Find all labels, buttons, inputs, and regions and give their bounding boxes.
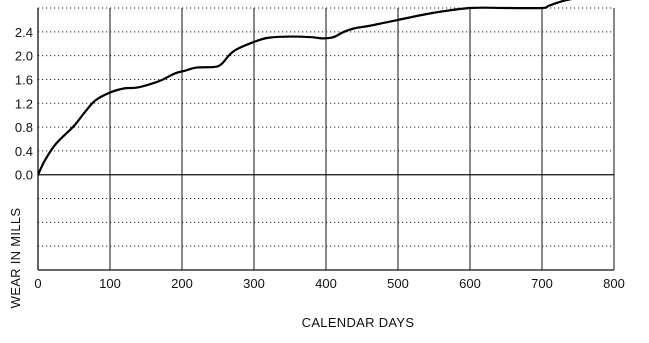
x-tick-label: 800 <box>603 276 625 291</box>
y-tick-label: 0.8 <box>15 120 33 135</box>
y-tick-label: 2.4 <box>15 25 33 40</box>
x-tick-label: 200 <box>171 276 193 291</box>
y-tick-label: 1.6 <box>15 72 33 87</box>
y-tick-label: 0.4 <box>15 144 33 159</box>
series-layer <box>38 0 573 176</box>
y-tick-label: 1.2 <box>15 96 33 111</box>
x-tick-label: 0 <box>34 276 41 291</box>
axes-layer <box>37 8 614 271</box>
x-tick-label: 300 <box>243 276 265 291</box>
x-tick-label: 500 <box>387 276 409 291</box>
x-axis-title: CALENDAR DAYS <box>302 315 415 330</box>
y-tick-label: 2.0 <box>15 49 33 64</box>
x-tick-label: 400 <box>315 276 337 291</box>
x-tick-label: 700 <box>531 276 553 291</box>
y-axis-title: WEAR IN MILLS <box>8 208 23 309</box>
y-tick-label: 0.0 <box>15 168 33 183</box>
x-tick-label: 100 <box>99 276 121 291</box>
wear-line <box>38 0 573 176</box>
x-tick-label: 600 <box>459 276 481 291</box>
grid-layer <box>38 7 615 270</box>
tick-labels: 0 100 200 300 400 500 600 700 800 2.4 2.0 1.6 1.2 0.8… <box>15 25 625 291</box>
